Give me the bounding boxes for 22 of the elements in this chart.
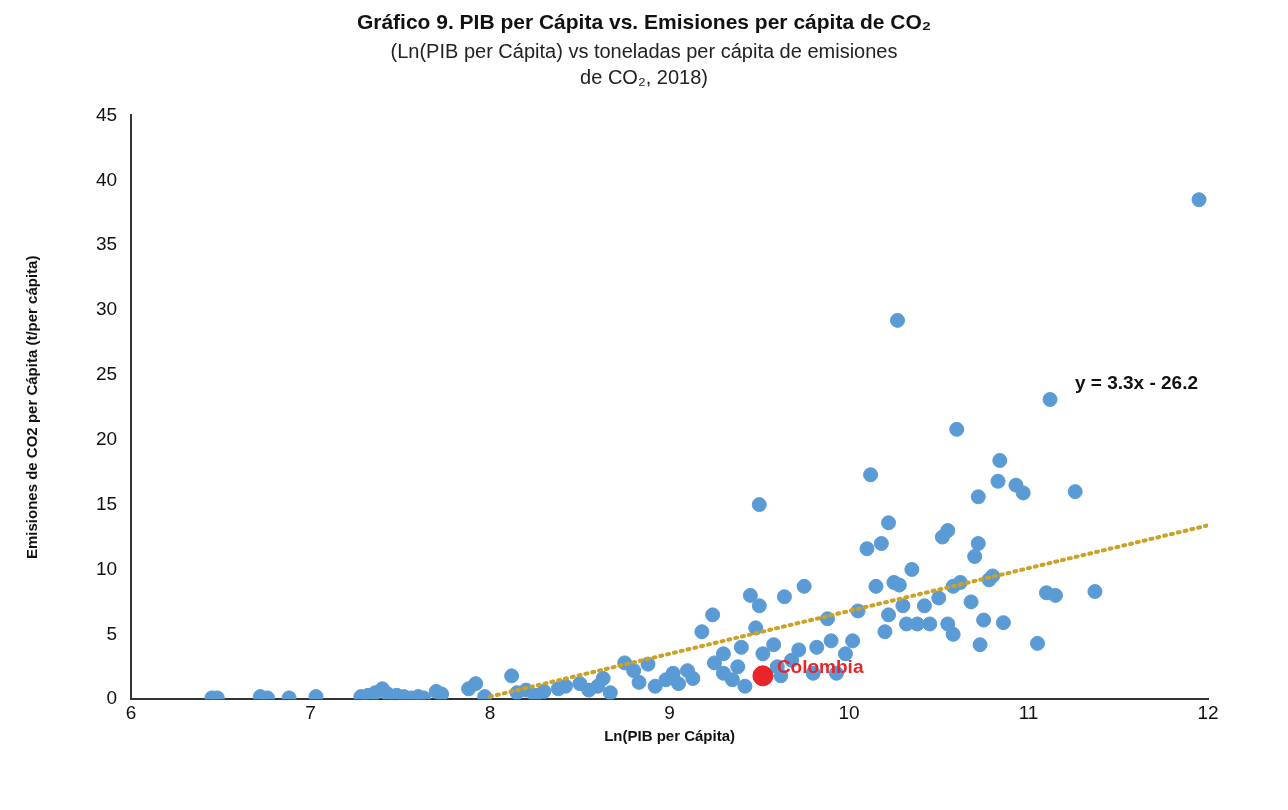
x-tick-label: 12 [1197,701,1219,723]
x-tick-label: 9 [664,701,675,723]
x-tick-label: 8 [484,701,496,723]
y-tick-label: 25 [95,363,118,385]
y-tick-label: 20 [95,427,118,449]
y-tick-label: 0 [106,687,118,709]
x-tick-label: 7 [305,701,316,723]
y-axis-title: Emisiones de CO2 per Cápita (t/per cápita) [23,255,41,560]
y-tick-label: 10 [95,557,118,579]
y-tick-label: 15 [95,492,118,514]
x-tick-label: 10 [838,701,860,723]
x-tick-label: 6 [125,701,137,723]
y-tick-label: 30 [95,298,118,320]
x-axis-title: Ln(PIB per Cápita) [604,727,735,745]
y-tick-label: 45 [95,103,118,125]
annotation: y = 3.3x - 26.2 [1074,372,1198,394]
y-tick-label: 5 [106,622,118,644]
x-tick-label: 11 [1018,701,1039,723]
y-tick-label: 35 [95,233,118,255]
chart-title: Gráfico 9. PIB per Cápita vs. Emisiones per cápita de CO₂ [355,10,933,34]
chart-subtitle: (Ln(PIB per Cápita) vs toneladas per cápita de emisiones de CO₂, 2018) [389,39,899,90]
y-tick-label: 40 [95,168,118,190]
